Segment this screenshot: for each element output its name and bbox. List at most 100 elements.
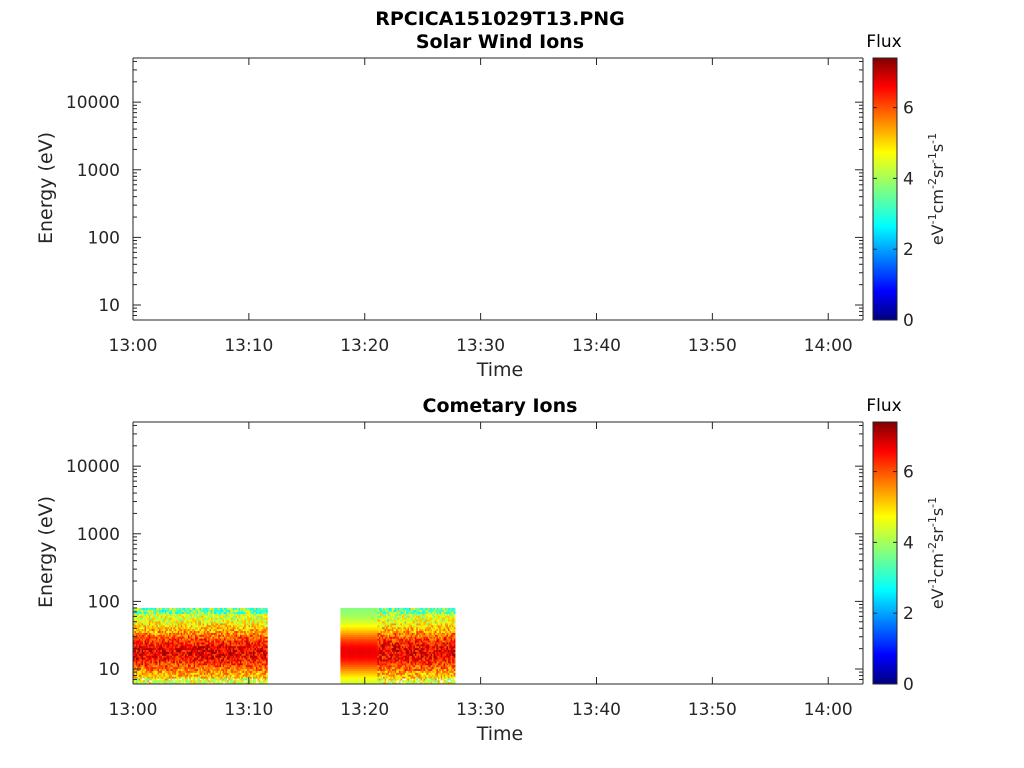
heatmap-cell bbox=[212, 661, 215, 664]
heatmap-cell bbox=[199, 623, 202, 626]
heatmap-cell bbox=[228, 630, 231, 633]
heatmap-cell bbox=[216, 670, 219, 673]
heatmap-cell bbox=[344, 628, 347, 632]
heatmap-cell bbox=[225, 621, 228, 624]
heatmap-cell bbox=[265, 626, 268, 630]
heatmap-cell bbox=[179, 664, 181, 668]
heatmap-cell bbox=[235, 676, 238, 679]
heatmap-cell bbox=[219, 651, 222, 654]
heatmap-cell bbox=[354, 630, 357, 633]
heatmap-cell bbox=[232, 680, 235, 683]
heatmap-cell bbox=[354, 645, 357, 649]
heatmap-cell bbox=[363, 657, 365, 660]
heatmap-cell bbox=[368, 615, 371, 618]
heatmap-cell bbox=[141, 666, 144, 670]
heatmap-cell bbox=[212, 672, 215, 675]
heatmap-cell bbox=[264, 644, 267, 647]
heatmap-cell bbox=[156, 636, 158, 639]
heatmap-cell bbox=[261, 655, 264, 658]
heatmap-cell bbox=[154, 638, 157, 641]
heatmap-cell bbox=[172, 647, 174, 651]
heatmap-cell bbox=[234, 661, 236, 664]
heatmap-cell bbox=[357, 664, 360, 668]
heatmap-cell bbox=[242, 611, 245, 614]
heatmap-cell bbox=[347, 659, 350, 662]
heatmap-cell bbox=[189, 628, 192, 632]
heatmap-cell bbox=[215, 678, 218, 681]
heatmap-cell bbox=[182, 613, 184, 616]
heatmap-cell bbox=[211, 625, 213, 628]
heatmap-cell bbox=[160, 678, 163, 681]
heatmap-cell bbox=[364, 666, 367, 670]
heatmap-cell bbox=[212, 611, 215, 614]
heatmap-cell bbox=[180, 649, 183, 652]
heatmap-cell bbox=[367, 657, 370, 660]
heatmap-cell bbox=[154, 607, 157, 611]
heatmap-cell bbox=[221, 613, 223, 616]
heatmap-cell bbox=[183, 617, 186, 620]
heatmap-cell bbox=[239, 647, 242, 651]
heatmap-cell bbox=[190, 630, 193, 633]
heatmap-cell bbox=[205, 647, 208, 651]
heatmap-cell bbox=[148, 666, 151, 670]
heatmap-cell bbox=[135, 611, 138, 614]
heatmap-cell bbox=[363, 664, 365, 668]
heatmap-cell bbox=[203, 649, 206, 652]
heatmap-cell bbox=[250, 672, 252, 675]
heatmap-cell bbox=[151, 674, 154, 677]
heatmap-cell bbox=[237, 613, 239, 616]
heatmap-cell bbox=[174, 617, 177, 620]
heatmap-cell bbox=[343, 623, 345, 626]
heatmap-cell bbox=[176, 682, 179, 685]
heatmap-cell bbox=[180, 636, 183, 639]
heatmap-cell bbox=[228, 625, 231, 628]
heatmap-cell bbox=[140, 661, 142, 664]
heatmap-cell bbox=[200, 647, 203, 651]
heatmap-cell bbox=[263, 642, 265, 645]
heatmap-cell bbox=[211, 670, 213, 673]
heatmap-cell bbox=[185, 676, 187, 679]
heatmap-cell bbox=[169, 645, 171, 649]
heatmap-cell bbox=[179, 657, 181, 660]
heatmap-cell bbox=[340, 644, 343, 647]
heatmap-cell bbox=[196, 647, 199, 651]
heatmap-cell bbox=[381, 653, 384, 656]
heatmap-cell bbox=[203, 653, 206, 656]
heatmap-cell bbox=[360, 640, 363, 643]
heatmap-cell bbox=[206, 657, 209, 660]
heatmap-cell bbox=[146, 655, 148, 658]
heatmap-cell bbox=[133, 642, 135, 645]
heatmap-cell bbox=[182, 663, 184, 666]
heatmap-cell bbox=[241, 651, 244, 654]
heatmap-cell bbox=[156, 623, 158, 626]
heatmap-cell bbox=[235, 621, 238, 624]
heatmap-cell bbox=[190, 666, 193, 670]
heatmap-cell bbox=[209, 676, 212, 679]
heatmap-cell bbox=[231, 619, 234, 622]
heatmap-cell bbox=[260, 668, 262, 671]
heatmap-cell bbox=[198, 617, 200, 620]
heatmap-cell bbox=[228, 663, 231, 666]
heatmap-cell bbox=[366, 647, 368, 651]
heatmap-cell bbox=[177, 659, 180, 662]
heatmap-cell bbox=[140, 663, 142, 666]
heatmap-cell bbox=[341, 619, 344, 622]
heatmap-cell bbox=[361, 636, 364, 639]
heatmap-cell bbox=[360, 647, 363, 651]
heatmap-cell bbox=[358, 628, 361, 632]
heatmap-cell bbox=[228, 640, 231, 643]
heatmap-cell bbox=[135, 609, 138, 613]
heatmap-cell bbox=[218, 607, 221, 611]
heatmap-cell bbox=[366, 678, 368, 681]
heatmap-cell bbox=[138, 655, 141, 658]
heatmap-cell bbox=[237, 649, 239, 652]
heatmap-cell bbox=[212, 664, 215, 668]
heatmap-cell bbox=[364, 653, 367, 656]
heatmap-cell bbox=[250, 661, 252, 664]
heatmap-cell bbox=[344, 611, 347, 614]
heatmap-cell bbox=[346, 670, 348, 673]
heatmap-cell bbox=[180, 659, 183, 662]
heatmap-cell bbox=[196, 676, 199, 679]
heatmap-cell bbox=[357, 617, 360, 620]
heatmap-cell bbox=[245, 653, 248, 656]
